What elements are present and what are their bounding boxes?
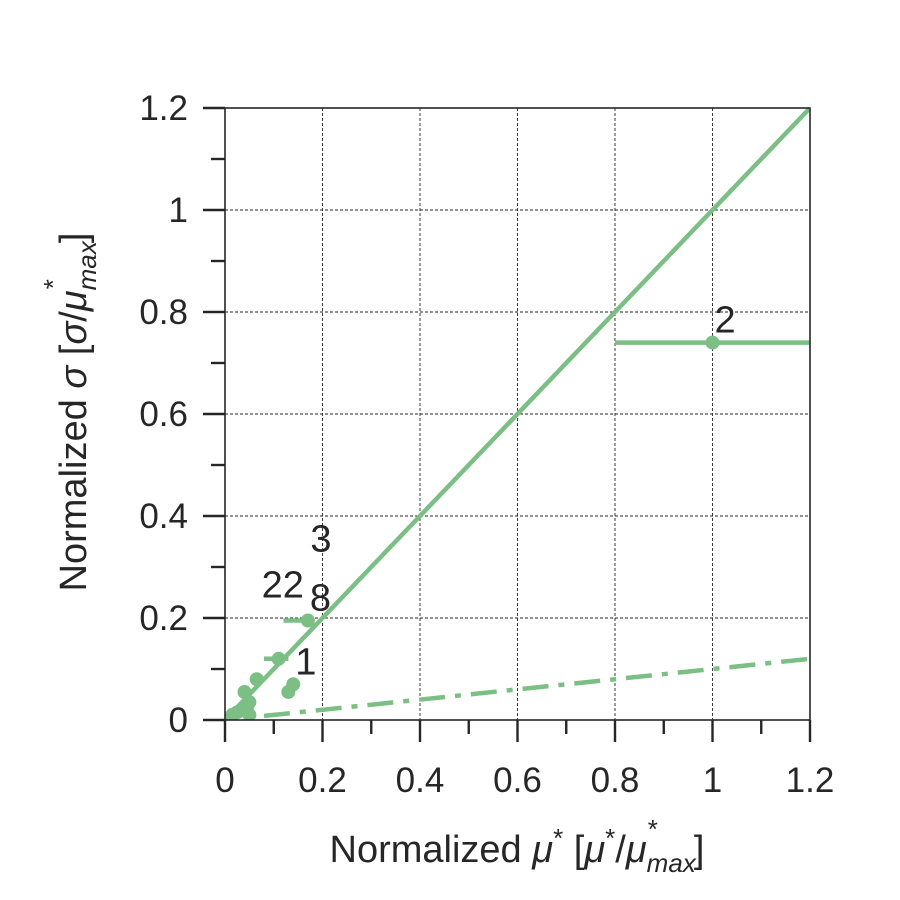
y-tick-label: 1: [169, 191, 188, 230]
annotation-label: 22: [262, 565, 304, 607]
x-axis-label: Normalized μ* [μ*/μmax*]: [330, 814, 705, 878]
x-tick-label: 1: [703, 761, 722, 800]
y-tick-label: 0.8: [139, 293, 188, 332]
point-label: 8: [310, 578, 331, 620]
y-tick-label: 1.2: [139, 89, 188, 128]
y-tick-label: 0.2: [139, 599, 188, 638]
x-tick-label: 0.8: [591, 761, 640, 800]
axis-ticks: 0 0.2 0.4 0.6 0.8 1 1.2 0 0.2 0.4 0.6 0.8 1 1.2: [139, 89, 834, 800]
reference-line-dashdot: [263, 656, 810, 719]
point-label: 1: [295, 641, 316, 683]
point-labels: 2 8 1 322: [262, 300, 736, 684]
data-point: [300, 613, 315, 628]
reference-lines: [225, 108, 810, 720]
x-tick-label: 1.2: [786, 761, 835, 800]
x-tick-label: 0.6: [493, 761, 542, 800]
y-axis-label: Normalized σ [σ/μmax*]: [38, 233, 102, 592]
data-point: [242, 707, 257, 720]
x-tick-label: 0: [215, 761, 234, 800]
annotation-label: 3: [310, 519, 331, 561]
data-point: [281, 684, 296, 699]
data-point: [271, 651, 286, 666]
data-point: [249, 672, 264, 687]
y-tick-label: 0: [169, 701, 188, 740]
data-point: [225, 707, 240, 720]
data-points: [225, 335, 810, 720]
reference-line-solid: [225, 108, 810, 720]
point-label: 2: [715, 300, 736, 342]
y-tick-label: 0.4: [139, 497, 188, 536]
x-tick-label: 0.2: [298, 761, 347, 800]
y-tick-label: 0.6: [139, 395, 188, 434]
x-tick-label: 0.4: [396, 761, 445, 800]
data-point: [705, 335, 720, 350]
